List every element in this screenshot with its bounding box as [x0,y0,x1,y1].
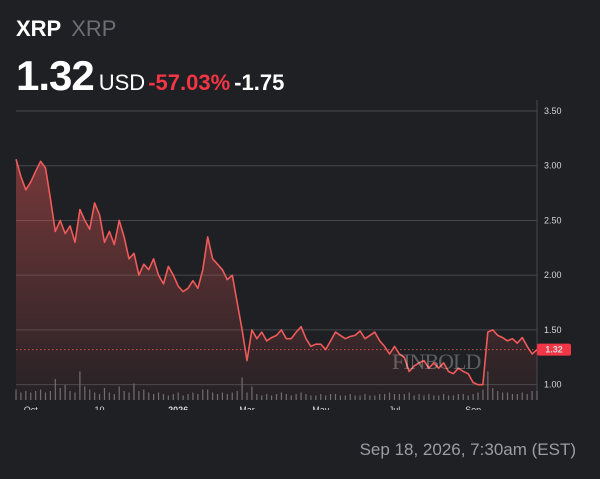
x-tick-label: Mar [239,405,255,410]
x-tick-label: Jul [389,405,401,410]
price-tag-background [537,343,571,356]
x-tick-label: Oct [24,405,39,410]
ticker-row: XRP XRP [16,16,576,42]
x-tick-label: Sep [465,405,481,410]
y-tick-label: 2.50 [544,215,562,225]
price-tag-label: 1.32 [545,345,563,355]
y-tick-label: 2.00 [544,270,562,280]
price-area-fill [16,159,537,400]
price-chart[interactable]: FINBOLD 3.50 3.00 2.50 2.00 1.50 1.00 Oct 10 20… [0,0,600,410]
asset-name: XRP [71,16,117,41]
price-line [15,158,538,386]
y-tick-label: 1.50 [544,325,562,335]
y-tick-label: 1.00 [544,380,562,390]
current-price: 1.32 [16,52,95,99]
x-tick-label: May [312,405,330,410]
price-currency: USD [98,70,146,95]
timestamp: Sep 18, 2026, 7:30am (EST) [359,440,576,459]
x-axis: Oct 10 2026 Mar May Jul Sep [24,405,481,410]
x-tick-label: 2026 [168,405,188,410]
percent-change: -57.03% [148,70,231,95]
y-tick-label: 3.00 [544,161,562,171]
last-price-tag: 1.32 [537,343,571,356]
absolute-change: -1.75 [234,70,285,95]
price-row: 1.32 USD -57.03% -1.75 [16,52,576,100]
quote-header: XRP XRP 1.32 USD -57.03% -1.75 [16,16,576,100]
watermark-logo: FINBOLD [392,349,480,374]
y-axis: 3.50 3.00 2.50 2.00 1.50 1.00 [544,106,562,390]
y-tick-label: 3.50 [544,106,562,116]
x-tick-label: 10 [95,405,105,410]
ticker-symbol: XRP [16,16,62,41]
